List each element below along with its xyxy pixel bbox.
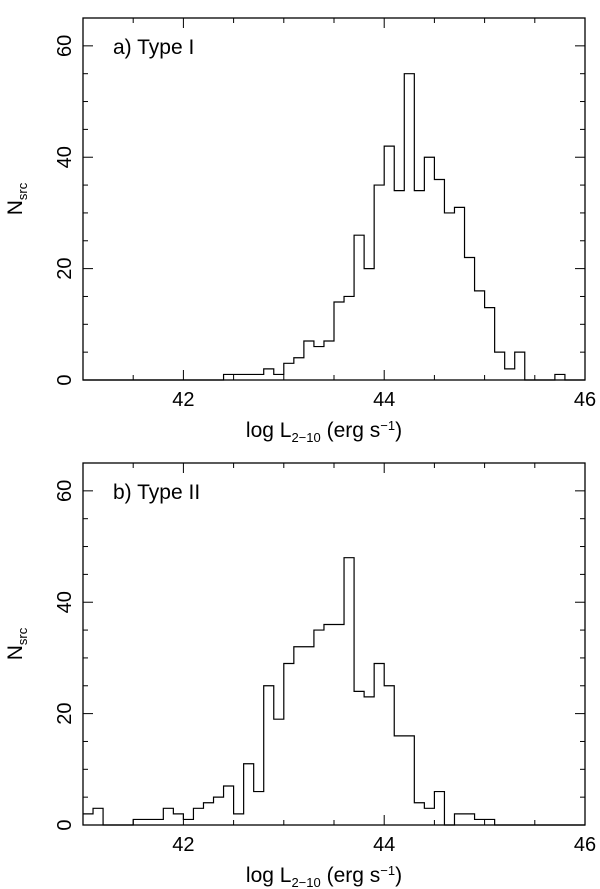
x-tick-label: 42 [172, 389, 194, 411]
histogram-bin [203, 803, 213, 825]
histogram-bin [294, 358, 304, 380]
histogram-bin [515, 352, 525, 380]
histogram-bin [384, 146, 394, 380]
histogram-bin [234, 374, 244, 380]
histogram-bin [424, 808, 434, 825]
y-tick-label: 0 [54, 374, 76, 385]
histogram-bin [454, 207, 464, 380]
histogram-bin [495, 352, 505, 380]
histogram-bin [364, 269, 374, 380]
histogram-bin [304, 647, 314, 825]
x-axis-label: log L2−10 (erg s−1) [246, 863, 402, 889]
histogram-outline [83, 73, 585, 381]
histogram-bin [324, 341, 334, 380]
histogram-bin [244, 764, 254, 825]
y-tick-label: 20 [54, 702, 76, 724]
histogram-bin [214, 797, 224, 825]
histogram-bin [304, 341, 314, 380]
histogram-bin [424, 157, 434, 380]
panel-type-ii: 42 44 46 0 20 40 60 b) Type II log L2−10 (erg s−… [4, 462, 596, 889]
histogram-bin [314, 630, 324, 825]
x-tick-label: 42 [172, 834, 194, 856]
panel-label: a) Type I [113, 36, 194, 59]
histogram-bin [414, 191, 424, 380]
y-tick-label: 60 [54, 35, 76, 57]
histogram-bin [264, 369, 274, 380]
panel-label: b) Type II [113, 481, 200, 504]
y-tick-label: 20 [54, 257, 76, 279]
histogram-bin [434, 792, 444, 825]
histogram-bin [294, 647, 304, 825]
histogram-bin [284, 663, 294, 825]
histogram-bin [344, 296, 354, 380]
histogram-bin [374, 663, 384, 825]
histogram-bin [394, 736, 404, 825]
y-axis-label: Nsrc [4, 182, 30, 215]
histogram-bin [274, 719, 284, 825]
histogram-bin [254, 792, 264, 825]
histogram-bin [475, 819, 485, 825]
histogram-bin [364, 697, 374, 825]
histogram-bin [384, 686, 394, 825]
histogram-bin [374, 185, 384, 380]
histogram-bin [444, 213, 454, 380]
histogram-bin [93, 808, 103, 825]
histogram-bin [244, 374, 254, 380]
histogram-bin [143, 819, 153, 825]
histogram-bin [404, 74, 414, 380]
histogram-bin [334, 625, 344, 825]
histogram-bin [344, 558, 354, 825]
y-tick-label: 40 [54, 146, 76, 168]
y-axis-label: Nsrc [4, 627, 30, 660]
histogram-bin [163, 808, 173, 825]
histogram-bin [193, 808, 203, 825]
histogram-bin [465, 257, 475, 380]
x-tick-label: 46 [574, 834, 596, 856]
histogram-bin [555, 374, 565, 380]
histogram-bin [153, 819, 163, 825]
x-axis-label: log L2−10 (erg s−1) [246, 418, 402, 445]
histogram-bin [274, 374, 284, 380]
histogram-bin [264, 686, 274, 825]
histogram-bin [475, 291, 485, 380]
histogram-bin [224, 786, 234, 825]
y-tick-label: 60 [54, 480, 76, 502]
histogram-bin [324, 625, 334, 825]
histogram-bin [505, 369, 515, 380]
histogram-bin [133, 819, 143, 825]
x-tick-label: 44 [373, 389, 395, 411]
histogram-bin [83, 814, 93, 825]
histogram-bin [354, 691, 364, 825]
histogram-bin [334, 302, 344, 380]
histogram-bin [224, 374, 234, 380]
histogram-bin [434, 180, 444, 380]
histogram-bin [414, 803, 424, 825]
histogram-bin [254, 374, 264, 380]
y-tick-label: 40 [54, 591, 76, 613]
histogram-bin [173, 814, 183, 825]
histogram-bin [404, 736, 414, 825]
histogram-bin [465, 814, 475, 825]
histogram-bin [394, 191, 404, 380]
histogram-bin [314, 347, 324, 380]
histogram-bin [284, 363, 294, 380]
histogram-bin [454, 814, 464, 825]
histogram-bin [485, 308, 495, 380]
histogram-bin [234, 814, 244, 825]
y-tick-label: 0 [54, 819, 76, 830]
histogram-outline [83, 557, 585, 826]
x-tick-label: 46 [574, 389, 596, 411]
histogram-bin [485, 819, 495, 825]
histogram-bin [183, 819, 193, 825]
histogram-bin [354, 235, 364, 380]
x-tick-label: 44 [373, 834, 395, 856]
panel-type-i: 42 44 46 0 20 40 60 a) Type I log L2−10 (erg s−1… [4, 17, 596, 445]
